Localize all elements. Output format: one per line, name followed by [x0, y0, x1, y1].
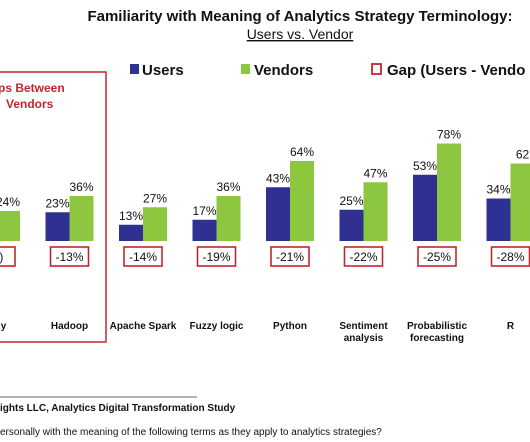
legend-swatch-users — [130, 64, 139, 74]
bar-users — [45, 212, 70, 241]
bar-users — [119, 224, 143, 241]
gap-box — [0, 246, 16, 267]
legend-swatch-gap — [371, 63, 382, 75]
legend-label-gap: Gap (Users - Vendo — [387, 62, 525, 79]
bar-vendors — [0, 211, 20, 241]
bar-vendors — [143, 207, 167, 241]
gap-label: -19% — [202, 250, 230, 264]
label-users: 25% — [339, 194, 363, 208]
label-users: 13% — [119, 209, 143, 223]
label-users: 43% — [266, 171, 290, 185]
label-vendors: 27% — [143, 191, 167, 205]
highlight-box — [0, 71, 107, 343]
label-users: 17% — [192, 204, 216, 218]
legend-label-users: Users — [142, 62, 184, 79]
bar-vendors — [437, 143, 461, 241]
bar-users — [192, 219, 217, 241]
gap-label: -13% — [55, 250, 83, 264]
label-vendors: 24% — [0, 195, 20, 209]
gap-box — [270, 246, 310, 267]
gap-box — [49, 246, 90, 267]
bar-vendors — [69, 196, 94, 241]
bar-vendors — [290, 161, 314, 241]
highlight-box-line-1: ps Between — [0, 81, 65, 95]
label-vendors: 78% — [437, 128, 461, 142]
legend-label-vendors: Vendors — [254, 62, 313, 79]
label-users: 23% — [45, 196, 69, 210]
bar-vendors — [216, 196, 241, 241]
category-label: Hadoop — [51, 321, 88, 332]
chart-title: Familiarity with Meaning of Analytics St… — [87, 8, 512, 25]
gap-label: -14% — [129, 250, 157, 264]
gap-box — [417, 246, 457, 267]
chart-subtitle: Users vs. Vendor — [247, 26, 354, 42]
bars-group: 24%%)logy23%36%-13%Hadoop13%27%-14%Apach… — [0, 128, 530, 344]
category-label: Probabilistic forecasting — [407, 321, 467, 344]
bar-users — [486, 198, 511, 241]
category-label: R — [507, 321, 515, 332]
footer-question: ersonally with the meaning of the follow… — [0, 427, 382, 438]
gap-label: -25% — [423, 250, 451, 264]
gap-label: -22% — [349, 250, 377, 264]
label-vendors: 36% — [216, 180, 240, 194]
footer-source: ights LLC, Analytics Digital Transformat… — [0, 403, 236, 414]
gap-label: -21% — [276, 250, 304, 264]
label-vendors: 36% — [69, 180, 93, 194]
label-users: 34% — [486, 183, 510, 197]
legend: Users Vendors Gap (Users - Vendo — [130, 62, 525, 79]
gap-label: -28% — [496, 250, 524, 264]
gap-label: %) — [0, 250, 3, 264]
category-label: Python — [273, 321, 307, 332]
bar-vendors — [363, 182, 388, 241]
bar-vendors — [510, 163, 530, 241]
bar-users — [339, 209, 364, 241]
gap-box — [196, 246, 237, 267]
label-vendors: 47% — [363, 166, 387, 180]
label-vendors: 64% — [290, 145, 314, 159]
category-label: Fuzzy logic — [190, 321, 244, 332]
legend-swatch-vendors — [241, 64, 250, 74]
highlight-box-line-2: Vendors — [6, 97, 54, 111]
gap-box — [343, 246, 384, 267]
gap-box — [123, 246, 163, 267]
bar-users — [266, 187, 290, 241]
category-label: logy — [0, 321, 7, 332]
label-users: 53% — [413, 159, 437, 173]
label-vendors: 62 — [516, 148, 530, 162]
bar-users — [413, 174, 437, 241]
category-label: Sentiment analysis — [339, 321, 388, 344]
category-label: Apache Spark — [110, 321, 177, 332]
